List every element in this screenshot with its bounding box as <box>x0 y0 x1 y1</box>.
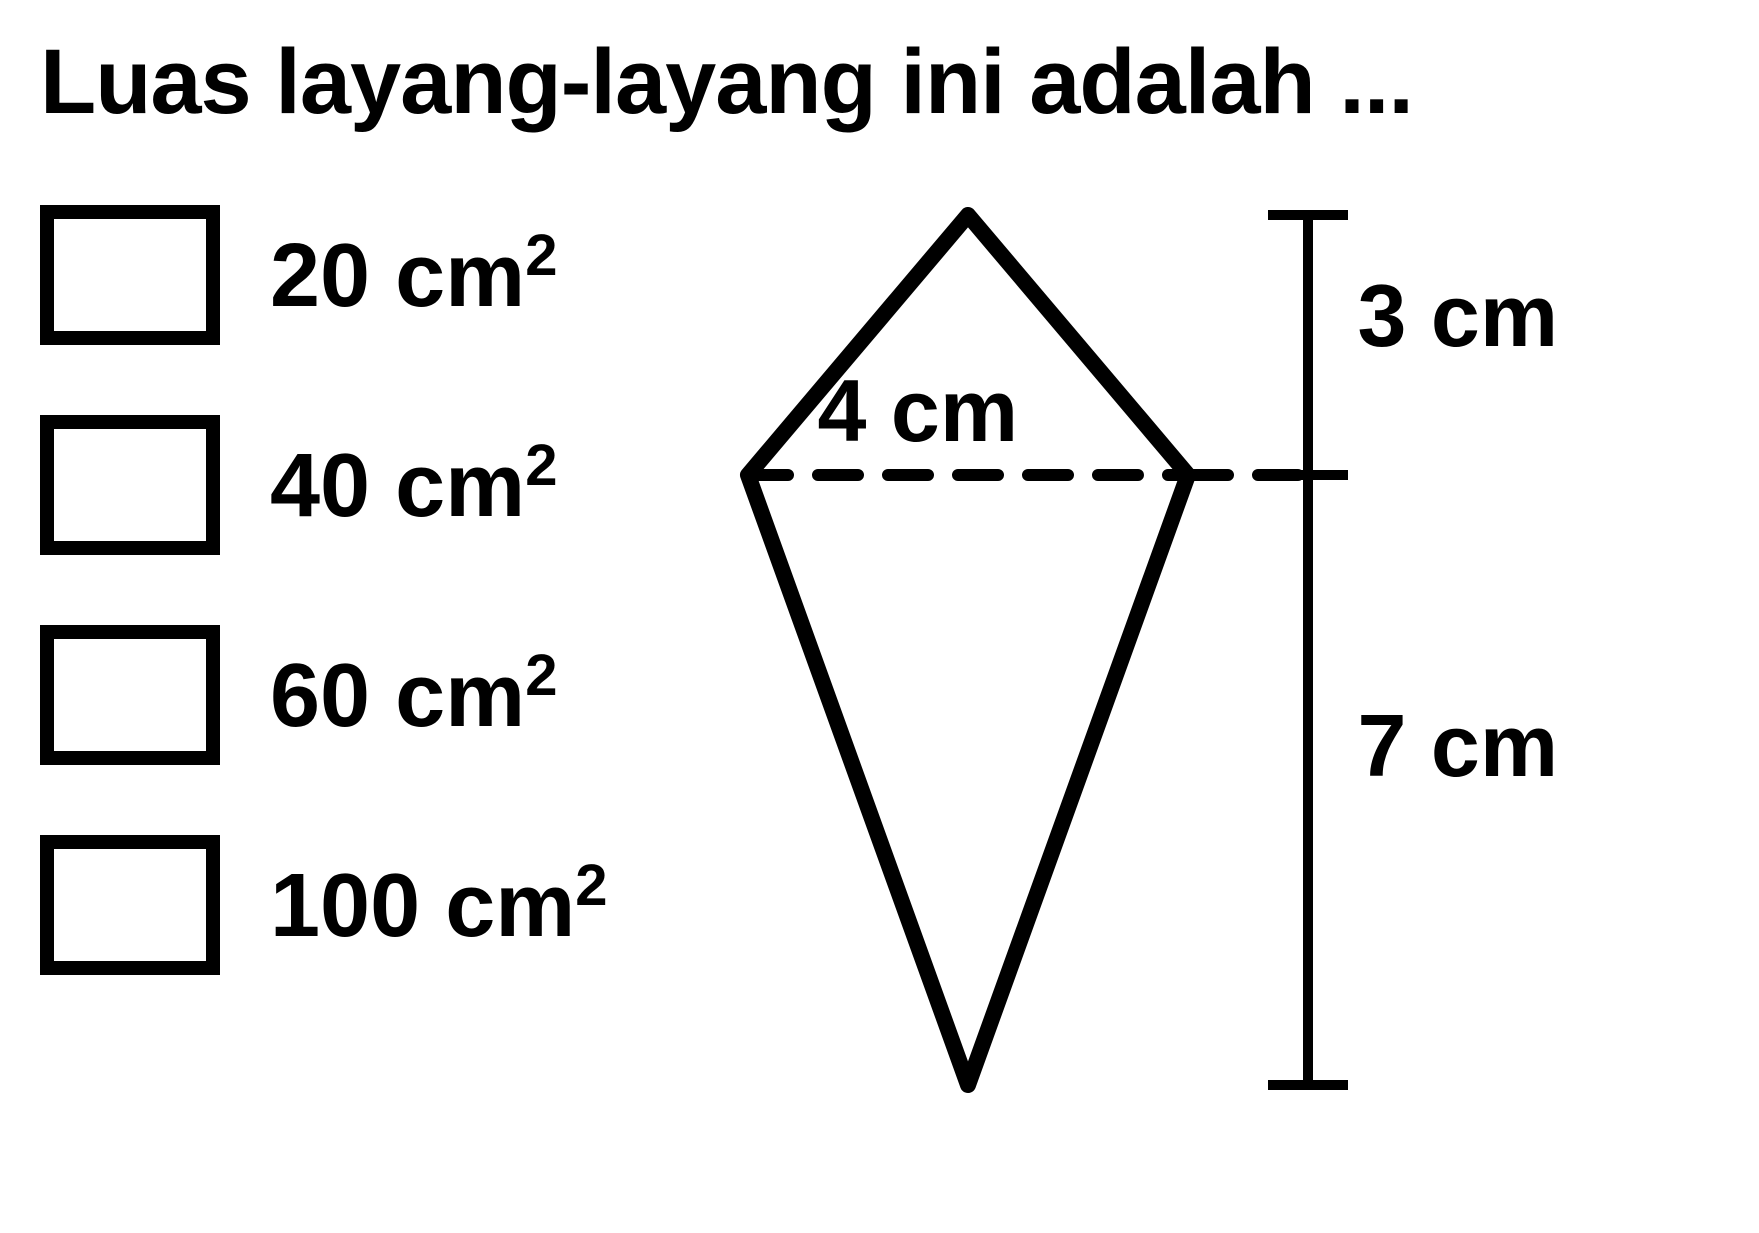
option-checkbox-4[interactable] <box>40 835 220 975</box>
option-unit: cm <box>395 646 525 746</box>
option-label: 100 cm2 <box>270 852 608 958</box>
option-value: 20 <box>270 226 370 326</box>
option-row: 20 cm2 <box>40 205 608 345</box>
option-row: 60 cm2 <box>40 625 608 765</box>
option-unit: cm <box>395 436 525 536</box>
question-title: Luas layang-layang ini adalah ... <box>40 30 1719 135</box>
option-exp: 2 <box>525 223 557 288</box>
option-label: 60 cm2 <box>270 642 557 748</box>
option-checkbox-1[interactable] <box>40 205 220 345</box>
option-unit: cm <box>445 856 575 956</box>
option-label: 20 cm2 <box>270 222 557 328</box>
option-value: 40 <box>270 436 370 536</box>
kite-diagram: 4 cm 3 cm 7 cm <box>668 185 1618 1185</box>
option-checkbox-3[interactable] <box>40 625 220 765</box>
content-row: 20 cm2 40 cm2 60 cm2 100 cm2 4 cm 3 cm 7… <box>40 175 1719 1185</box>
option-exp: 2 <box>525 643 557 708</box>
option-unit: cm <box>395 226 525 326</box>
option-row: 100 cm2 <box>40 835 608 975</box>
option-exp: 2 <box>575 853 607 918</box>
option-value: 100 <box>270 856 420 956</box>
option-checkbox-2[interactable] <box>40 415 220 555</box>
option-label: 40 cm2 <box>270 432 557 538</box>
bottom-height-label: 7 cm <box>1358 695 1559 797</box>
option-exp: 2 <box>525 433 557 498</box>
horizontal-diagonal-label: 4 cm <box>818 360 1019 462</box>
top-height-label: 3 cm <box>1358 265 1559 367</box>
options-column: 20 cm2 40 cm2 60 cm2 100 cm2 <box>40 175 608 975</box>
option-value: 60 <box>270 646 370 746</box>
option-row: 40 cm2 <box>40 415 608 555</box>
